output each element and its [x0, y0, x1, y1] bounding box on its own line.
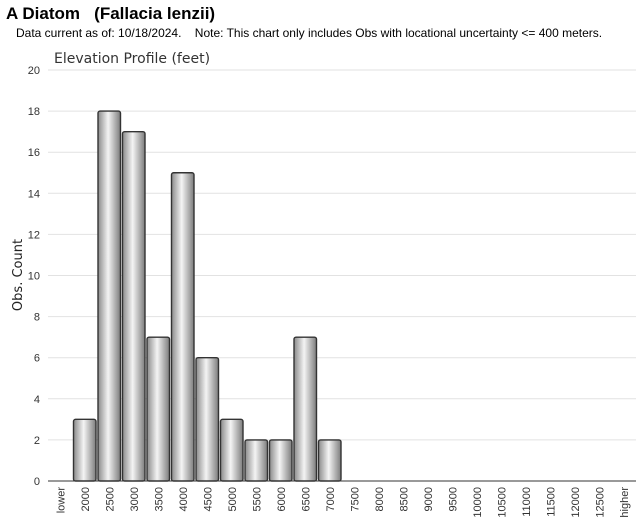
x-tick-label: 7500	[349, 487, 361, 511]
x-tick-label: 4500	[202, 487, 214, 511]
x-tick-label: 6000	[276, 487, 288, 511]
x-tick-label: 2000	[80, 487, 92, 511]
y-tick-label: 16	[28, 147, 40, 159]
x-tick-label: 5500	[251, 487, 263, 511]
x-tick-label: 4000	[178, 487, 190, 511]
x-tick-label: higher	[619, 487, 631, 518]
y-tick-label: 18	[28, 106, 40, 118]
bar-2000	[72, 418, 97, 482]
chart-header: A Diatom (Fallacia lenzii)	[6, 4, 215, 24]
y-tick-label: 4	[34, 394, 40, 406]
x-tick-label: lower	[55, 487, 67, 514]
species-title: A Diatom (Fallacia lenzii)	[6, 4, 216, 23]
bar-4500	[195, 357, 220, 482]
bar-5500	[244, 439, 269, 482]
bar-2500	[97, 110, 122, 482]
x-tick-label: 2500	[104, 487, 116, 511]
x-tick-label: 8000	[374, 487, 386, 511]
x-tick-label: 9000	[423, 487, 435, 511]
bar-3500	[146, 336, 171, 482]
y-tick-label: 12	[28, 229, 40, 241]
x-tick-labels: lower 2000 2500 3000 3500 4000 4500 5000 5500 600…	[55, 487, 631, 518]
chart-title: Elevation Profile (feet)	[54, 51, 210, 67]
bar-6500	[293, 336, 318, 482]
bar-4000	[170, 172, 195, 482]
x-tick-label: 7000	[325, 487, 337, 511]
y-tick-label: 2	[34, 435, 40, 447]
y-tick-label: 6	[34, 353, 40, 365]
x-tick-label: 9500	[447, 487, 459, 511]
x-tick-label: 3500	[153, 487, 165, 511]
y-tick-label: 20	[28, 65, 40, 77]
bar-7000	[317, 439, 342, 482]
x-tick-label: 12500	[594, 487, 606, 518]
x-tick-label: 6500	[300, 487, 312, 511]
x-tick-label: 11500	[545, 487, 557, 517]
gridlines	[48, 69, 636, 441]
x-tick-label: 8500	[398, 487, 410, 511]
y-tick-label: 10	[28, 271, 40, 283]
y-tick-label: 14	[28, 188, 40, 200]
x-tick-label: 5000	[227, 487, 239, 511]
y-axis-label: Obs. Count	[11, 239, 26, 311]
bar-6000	[268, 439, 293, 482]
x-tick-label: 11000	[521, 487, 533, 517]
y-tick-label: 0	[34, 476, 40, 488]
data-note: Data current as of: 10/18/2024. Note: Th…	[16, 26, 603, 40]
x-tick-label: 10500	[496, 487, 508, 518]
bar-3000	[121, 130, 146, 482]
x-tick-label: 3000	[129, 487, 141, 511]
x-tick-label: 12000	[570, 487, 582, 518]
x-tick-label: 10000	[472, 487, 484, 518]
y-tick-label: 8	[34, 312, 40, 324]
bar-5000	[219, 418, 244, 482]
y-tick-labels: 0 2 4 6 8 10 12 14 16 18 20	[28, 65, 40, 488]
bars	[72, 110, 342, 482]
